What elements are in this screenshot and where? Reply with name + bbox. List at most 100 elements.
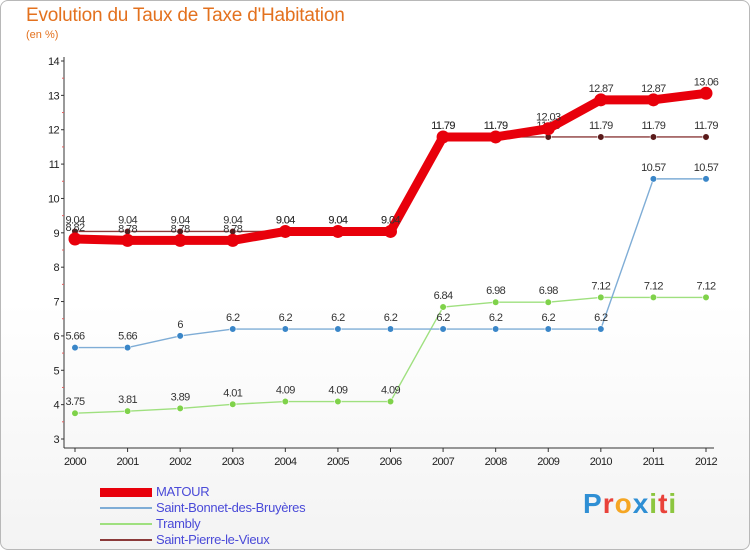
data-label-trambly: 6.84: [434, 290, 453, 302]
data-point-trambly: [176, 404, 184, 413]
data-label-trambly: 4.09: [276, 385, 295, 397]
data-point-matour: [594, 93, 608, 107]
x-tick-label: 2010: [590, 456, 613, 468]
data-label-saint-pierre-le-vieux: 11.79: [642, 120, 666, 132]
x-tick-label: 2002: [169, 456, 192, 468]
data-point-matour: [121, 233, 135, 247]
data-label-saint-bonnet-des-bruyeres: 10.57: [694, 162, 719, 174]
legend-label-saint-pierre-le-vieux: Saint-Pierre-le-Vieux: [156, 532, 270, 547]
data-point-matour: [278, 224, 292, 238]
data-label-saint-pierre-le-vieux: 9.04: [223, 214, 242, 226]
data-point-saint-bonnet-des-bruyeres: [71, 343, 79, 352]
data-label-matour: 8.82: [65, 222, 84, 234]
logo-letter: i: [668, 488, 678, 519]
y-tick-label: 10: [48, 193, 60, 205]
x-tick-label: 2007: [432, 456, 455, 468]
data-point-saint-bonnet-des-bruyeres: [439, 325, 447, 333]
chart-subtitle: (en %): [26, 29, 59, 41]
x-tick-label: 2008: [485, 456, 508, 468]
data-point-matour: [436, 130, 450, 144]
data-point-matour: [646, 93, 660, 107]
data-label-matour: 12.87: [589, 83, 614, 95]
x-tick-label: 2003: [222, 456, 245, 468]
data-point-saint-pierre-le-vieux: [702, 133, 710, 141]
legend-label-trambly: Trambly: [156, 516, 201, 531]
data-label-trambly: 3.75: [65, 396, 84, 408]
data-point-matour: [699, 86, 713, 100]
data-point-saint-bonnet-des-bruyeres: [544, 325, 552, 333]
data-label-matour: 9.04: [276, 214, 295, 226]
data-point-trambly: [649, 293, 658, 302]
logo-letter: i: [649, 488, 659, 519]
data-label-trambly: 4.01: [223, 387, 242, 399]
data-point-matour: [226, 233, 240, 247]
data-label-matour: 11.79: [484, 120, 508, 132]
data-point-saint-bonnet-des-bruyeres: [597, 325, 605, 333]
data-label-saint-bonnet-des-bruyeres: 6.2: [436, 312, 450, 324]
logo-letter: r: [602, 488, 615, 519]
y-tick-label: 4: [53, 400, 59, 412]
y-tick-label: 14: [48, 56, 60, 68]
data-label-trambly: 4.09: [328, 385, 347, 397]
data-point-saint-bonnet-des-bruyeres: [492, 325, 500, 333]
data-label-matour: 9.04: [381, 214, 400, 226]
data-point-trambly: [597, 293, 605, 302]
data-label-trambly: 3.81: [118, 394, 137, 406]
data-label-trambly: 7.12: [644, 280, 663, 292]
x-tick-label: 2009: [537, 456, 560, 468]
legend-swatch-matour: [100, 487, 152, 497]
data-label-saint-bonnet-des-bruyeres: 6.2: [279, 312, 293, 324]
data-label-saint-bonnet-des-bruyeres: 6.2: [489, 312, 503, 324]
data-label-saint-pierre-le-vieux: 11.79: [484, 120, 508, 132]
logo-letter: P: [583, 488, 603, 519]
data-point-matour: [68, 232, 82, 246]
y-tick-label: 3: [53, 434, 59, 446]
data-point-trambly: [334, 397, 342, 406]
y-tick-label: 9: [53, 228, 59, 240]
data-label-saint-bonnet-des-bruyeres: 6.2: [331, 312, 345, 324]
data-point-matour: [489, 130, 503, 144]
logo-letter: x: [632, 488, 650, 519]
data-label-saint-bonnet-des-bruyeres: 5.66: [118, 331, 137, 343]
data-label-saint-bonnet-des-bruyeres: 6.2: [384, 312, 398, 324]
chart-title: Evolution du Taux de Taxe d'Habitation: [26, 5, 345, 26]
data-point-trambly: [492, 298, 500, 306]
x-tick-label: 2004: [274, 456, 297, 468]
data-label-saint-bonnet-des-bruyeres: 6: [177, 319, 183, 331]
data-label-matour: 9.04: [328, 214, 347, 226]
data-point-saint-bonnet-des-bruyeres: [649, 175, 658, 183]
x-tick-label: 2001: [117, 456, 140, 468]
data-point-saint-pierre-le-vieux: [597, 133, 605, 141]
legend-swatch-trambly: [100, 523, 152, 525]
y-tick-label: 11: [49, 159, 60, 171]
data-label-saint-bonnet-des-bruyeres: 6.2: [542, 312, 556, 324]
data-point-matour: [331, 224, 345, 238]
data-label-matour: 12.87: [641, 83, 666, 95]
data-label-saint-bonnet-des-bruyeres: 6.2: [594, 312, 608, 324]
data-label-trambly: 3.89: [171, 391, 190, 403]
data-label-trambly: 7.12: [591, 280, 610, 292]
line-chart: 3 4 5 6 7 8 9 10 11 12 13 14 2000 2001 2002 2003 2004 200…: [48, 56, 719, 468]
data-label-saint-pierre-le-vieux: 9.04: [171, 214, 190, 226]
data-label-trambly: 7.12: [696, 280, 715, 292]
proxiti-logo: Proxiti: [583, 488, 677, 520]
data-label-matour: 8.78: [223, 223, 242, 235]
legend-swatch-saint-pierre-le-vieux: [100, 539, 152, 541]
data-label-matour: 11.79: [431, 120, 455, 132]
x-tick-label: 2006: [379, 456, 402, 468]
logo-letter: o: [614, 488, 633, 519]
data-point-trambly: [386, 397, 395, 406]
data-point-saint-bonnet-des-bruyeres: [702, 175, 710, 183]
data-point-trambly: [229, 400, 237, 408]
y-tick-label: 7: [53, 297, 59, 309]
data-point-saint-bonnet-des-bruyeres: [334, 325, 342, 333]
data-label-saint-pierre-le-vieux: 11.79: [694, 120, 718, 132]
data-label-saint-bonnet-des-bruyeres: 5.66: [65, 331, 84, 343]
data-point-trambly: [439, 303, 447, 311]
data-point-trambly: [123, 407, 132, 415]
data-label-trambly: 6.98: [486, 285, 505, 297]
data-label-saint-pierre-le-vieux: 11.79: [431, 120, 455, 132]
data-label-saint-bonnet-des-bruyeres: 10.57: [641, 162, 666, 174]
data-label-saint-pierre-le-vieux: 9.04: [328, 214, 347, 226]
